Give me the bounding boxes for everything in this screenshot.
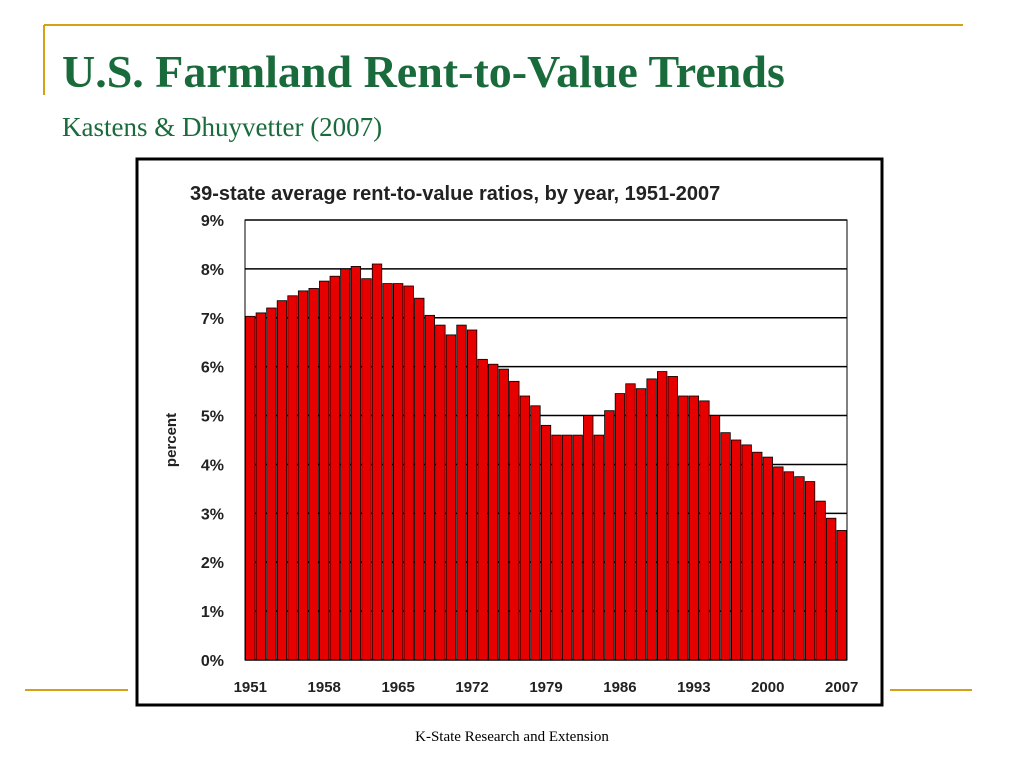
bar <box>583 415 594 661</box>
bar <box>561 434 573 661</box>
bar <box>276 300 288 661</box>
slide-title: U.S. Farmland Rent-to-Value Trends <box>62 46 785 97</box>
bar <box>551 434 562 661</box>
bar <box>783 471 795 661</box>
bar <box>519 395 531 661</box>
bar <box>804 481 816 661</box>
bar <box>498 368 509 661</box>
x-tick-label: 1958 <box>308 679 341 696</box>
bar <box>329 275 340 661</box>
y-tick-label: 7% <box>201 311 224 328</box>
bar <box>477 358 488 661</box>
bar <box>350 266 362 661</box>
bar <box>794 476 805 661</box>
x-tick-label: 2007 <box>825 679 858 696</box>
bar <box>424 314 435 661</box>
bar <box>635 388 647 661</box>
bar <box>625 383 636 661</box>
y-tick-label: 9% <box>201 213 224 230</box>
bar <box>604 410 615 661</box>
x-tick-label: 1993 <box>677 679 710 696</box>
plot: 0% 1% 2% 3% 4% 5% 6% 7% 8% 9% 1951 1958 1965 1972 1979… <box>201 213 859 696</box>
bar <box>773 466 784 661</box>
x-tick-label: 1972 <box>455 679 488 696</box>
bar <box>266 307 277 661</box>
bar <box>392 283 404 661</box>
bar <box>540 424 552 661</box>
bar <box>572 434 583 661</box>
slide-subtitle: Kastens & Dhuyvetter (2007) <box>62 112 382 142</box>
bar <box>762 456 773 661</box>
bar <box>371 263 383 661</box>
bar <box>667 376 678 661</box>
footer: K-State Research and Extension <box>415 729 609 745</box>
bar <box>741 444 752 661</box>
bar <box>730 439 742 661</box>
x-tick-label: 1965 <box>381 679 414 696</box>
bar <box>815 500 826 661</box>
bar <box>836 530 847 661</box>
x-tick-label: 1979 <box>529 679 562 696</box>
y-tick-label: 3% <box>201 506 224 523</box>
bar <box>435 324 446 661</box>
bar <box>255 312 266 661</box>
bar <box>720 432 731 661</box>
bar <box>678 395 689 661</box>
y-tick-label: 5% <box>201 409 224 426</box>
bar <box>319 280 330 661</box>
y-tick-label: 4% <box>201 457 224 474</box>
chart-title: 39-state average rent-to-value ratios, b… <box>190 183 720 205</box>
y-tick-label: 2% <box>201 555 224 572</box>
bar <box>688 395 700 661</box>
y-tick-label: 6% <box>201 360 224 377</box>
bar <box>699 400 710 661</box>
y-tick-label: 0% <box>201 653 224 670</box>
bar <box>646 378 657 661</box>
bar <box>308 288 319 661</box>
x-tick-label: 2000 <box>751 679 784 696</box>
bar <box>509 380 520 661</box>
bar <box>488 363 499 661</box>
bar <box>466 329 478 661</box>
bar <box>826 517 837 661</box>
y-axis-label: percent <box>163 413 180 467</box>
bar <box>752 451 763 661</box>
bar <box>614 393 626 661</box>
bar <box>709 415 721 661</box>
bar <box>657 371 668 661</box>
x-tick-label: 1951 <box>234 679 267 696</box>
bar <box>403 285 414 661</box>
bar <box>456 324 467 661</box>
y-tick-label: 8% <box>201 262 224 279</box>
bar <box>445 334 457 661</box>
x-tick-label: 1986 <box>603 679 636 696</box>
bar <box>530 405 541 661</box>
bar <box>414 297 425 661</box>
bar <box>382 283 393 661</box>
bar <box>340 268 351 661</box>
bar <box>593 434 604 661</box>
bar <box>245 315 256 661</box>
bar <box>297 290 309 661</box>
bar <box>361 278 372 661</box>
y-tick-label: 1% <box>201 604 224 621</box>
bar <box>287 295 298 661</box>
